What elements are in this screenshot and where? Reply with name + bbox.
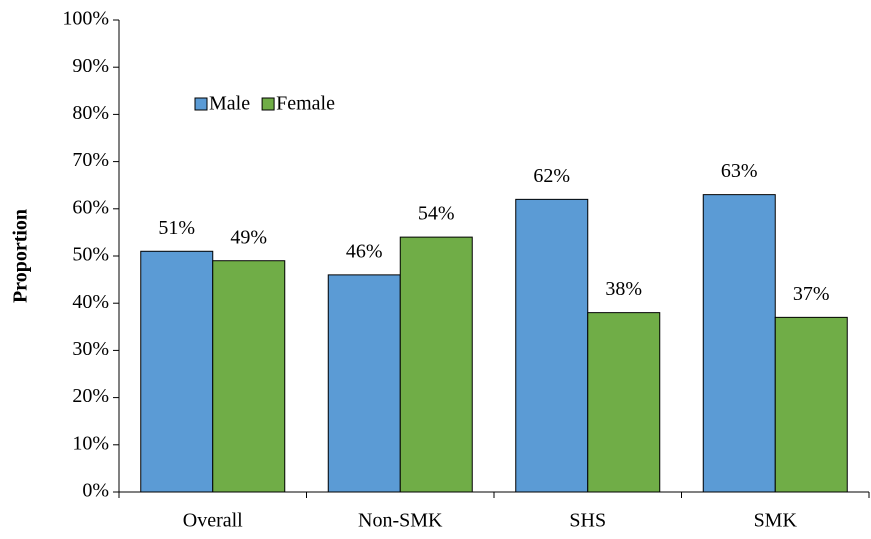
value-label: 37% [793, 283, 830, 305]
value-label: 49% [230, 226, 267, 248]
y-tick-label: 20% [72, 385, 109, 407]
legend-swatch [261, 97, 275, 111]
y-tick-label: 30% [72, 338, 109, 360]
bar [140, 250, 214, 493]
bar [515, 198, 589, 493]
y-tick-label: 90% [72, 55, 109, 77]
value-label: 38% [605, 278, 642, 300]
y-tick-label: 10% [72, 432, 109, 454]
y-tick-label: 70% [72, 149, 109, 171]
legend-label: Male [209, 93, 250, 115]
value-label: 46% [346, 240, 383, 262]
y-tick-label: 100% [62, 8, 109, 30]
legend-swatch [194, 97, 208, 111]
value-label: 54% [418, 203, 455, 225]
bar [774, 316, 848, 493]
bar [399, 236, 473, 493]
y-tick-label: 50% [72, 244, 109, 266]
y-tick-label: 0% [82, 480, 109, 502]
bar [327, 274, 401, 493]
x-tick-label: SMK [754, 510, 798, 532]
value-label: 51% [158, 217, 195, 239]
bar [587, 312, 661, 493]
y-tick-label: 60% [72, 196, 109, 218]
bar [212, 260, 286, 493]
x-tick-label: Non-SMK [358, 510, 443, 532]
x-tick-label: SHS [569, 510, 606, 532]
bar [702, 194, 776, 493]
value-label: 63% [721, 160, 758, 182]
y-axis-label: Proportion [10, 209, 32, 303]
y-tick-label: 40% [72, 291, 109, 313]
x-tick-label: Overall [183, 510, 243, 532]
value-label: 62% [533, 165, 570, 187]
y-tick-label: 80% [72, 102, 109, 124]
legend-label: Female [276, 93, 335, 115]
